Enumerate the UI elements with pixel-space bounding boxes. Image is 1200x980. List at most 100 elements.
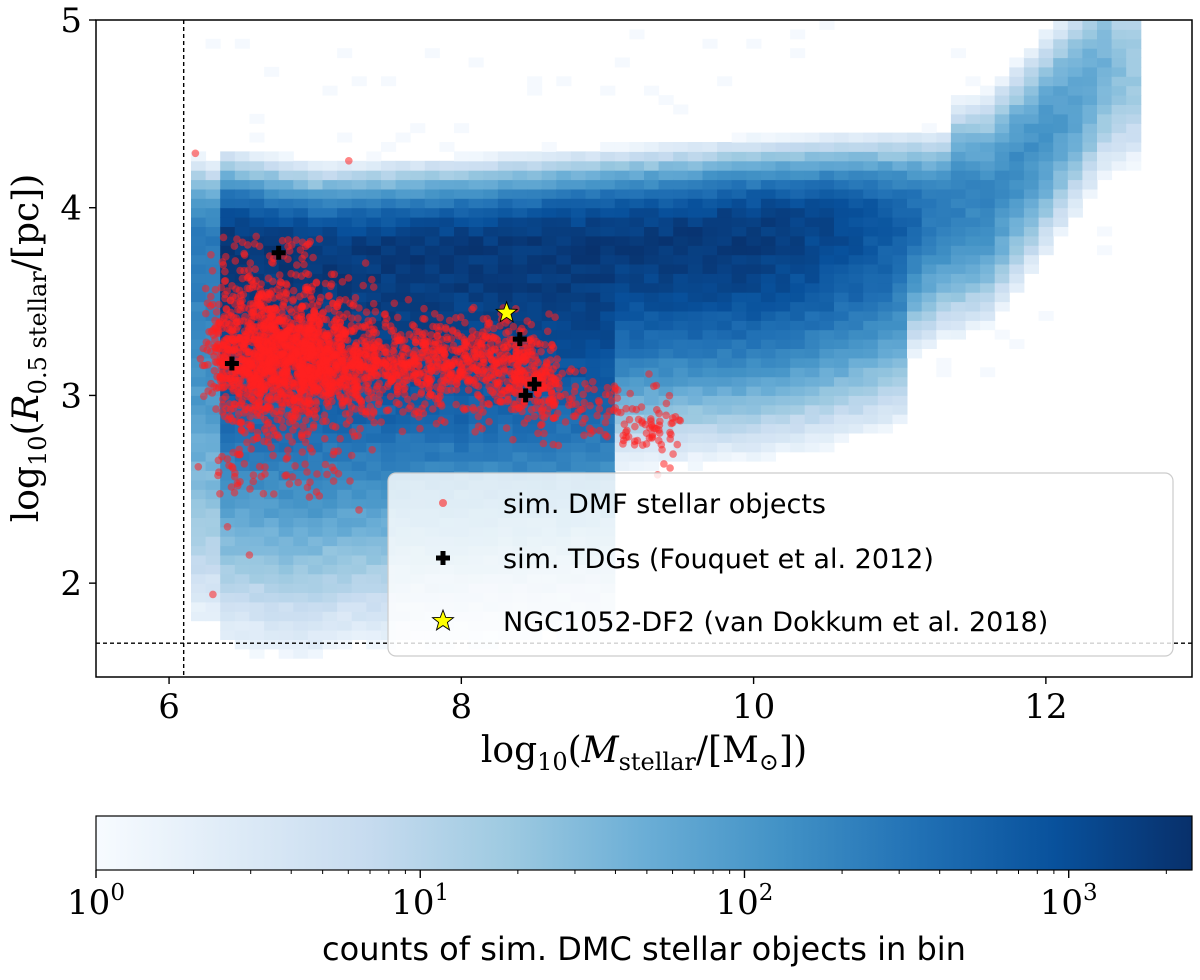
histogram-bin [497, 198, 513, 209]
histogram-bin [760, 367, 776, 378]
histogram-bin [351, 479, 367, 490]
histogram-bin [1053, 66, 1069, 77]
histogram-bin [775, 217, 791, 227]
histogram-bin [483, 442, 499, 453]
histogram-bin [848, 254, 864, 265]
histogram-bin [965, 235, 981, 246]
histogram-bin [512, 254, 528, 265]
histogram-bin [278, 498, 294, 509]
histogram-bin [293, 611, 309, 622]
histogram-bin [249, 170, 265, 181]
histogram-bin [366, 489, 382, 500]
dmf-point [299, 422, 307, 431]
histogram-bin [731, 376, 747, 387]
histogram-bin [468, 245, 484, 256]
histogram-bin [980, 95, 996, 105]
histogram-bin [497, 151, 513, 162]
histogram-bin [760, 451, 776, 462]
histogram-bin [775, 245, 791, 256]
histogram-bin [1038, 198, 1054, 209]
histogram-bin [702, 348, 718, 359]
histogram-bin [570, 329, 586, 340]
histogram-bin [205, 517, 221, 528]
histogram-bin [936, 301, 952, 312]
histogram-bin [907, 264, 923, 274]
dmf-point [431, 338, 440, 346]
histogram-bin [366, 545, 382, 556]
histogram-bin [731, 357, 747, 368]
histogram-bin [234, 526, 250, 537]
histogram-bin [512, 273, 528, 284]
histogram-bin [687, 198, 703, 209]
histogram-bin [556, 245, 572, 256]
histogram-bin [191, 404, 207, 415]
histogram-bin [1126, 85, 1142, 96]
histogram-bin [614, 311, 630, 321]
histogram-bin [293, 207, 309, 218]
histogram-bin [644, 188, 660, 199]
histogram-bin [205, 179, 221, 190]
histogram-bin [293, 451, 309, 462]
histogram-bin [468, 311, 484, 321]
histogram-bin [1023, 170, 1039, 181]
dmf-point [303, 468, 311, 476]
histogram-bin [205, 254, 221, 265]
histogram-bin [746, 198, 762, 209]
histogram-bin [600, 226, 616, 237]
histogram-bin [775, 179, 791, 190]
histogram-bin [1009, 217, 1025, 227]
dmf-point [301, 460, 309, 469]
histogram-bin [863, 376, 879, 387]
histogram-bin [644, 273, 660, 284]
histogram-bin [804, 311, 820, 321]
histogram-bin [264, 170, 280, 181]
histogram-bin [541, 414, 557, 425]
dmf-point [293, 261, 301, 269]
dmf-point [348, 314, 356, 323]
histogram-bin [965, 292, 981, 303]
histogram-bin [760, 179, 776, 190]
histogram-bin [264, 517, 280, 528]
histogram-bin [1053, 113, 1069, 124]
histogram-bin [527, 264, 543, 274]
histogram-bin [834, 151, 850, 162]
histogram-bin [965, 207, 981, 218]
histogram-bin [1067, 132, 1083, 143]
histogram-bin [965, 301, 981, 312]
histogram-bin [293, 442, 309, 453]
histogram-bin [907, 217, 923, 227]
histogram-bin [614, 357, 630, 368]
dmf-point [298, 254, 306, 263]
histogram-bin [541, 188, 557, 199]
histogram-bin [191, 592, 207, 603]
histogram-bin [1038, 311, 1054, 321]
histogram-bin [877, 414, 893, 425]
histogram-bin [746, 151, 762, 162]
dmf-point [339, 313, 348, 322]
histogram-bin [381, 461, 397, 471]
histogram-bin [337, 160, 353, 171]
histogram-bin [863, 301, 879, 312]
histogram-bin [775, 395, 791, 406]
histogram-bin [512, 170, 528, 181]
histogram-bin [644, 376, 660, 387]
histogram-bin [950, 48, 966, 59]
histogram-bin [804, 423, 820, 434]
histogram-bin [454, 198, 470, 209]
histogram-bin [234, 639, 250, 650]
histogram-bin [936, 282, 952, 293]
histogram-bin [731, 367, 747, 378]
histogram-bin [351, 442, 367, 453]
histogram-bin [191, 536, 207, 547]
histogram-bin [307, 217, 323, 227]
histogram-bin [907, 207, 923, 218]
histogram-bin [790, 329, 806, 340]
histogram-bin [1023, 48, 1039, 59]
histogram-bin [731, 292, 747, 303]
histogram-bin [1053, 48, 1069, 59]
histogram-bin [307, 461, 323, 471]
histogram-bin [834, 311, 850, 321]
histogram-bin [717, 376, 733, 387]
histogram-bin [819, 348, 835, 359]
histogram-bin [570, 348, 586, 359]
